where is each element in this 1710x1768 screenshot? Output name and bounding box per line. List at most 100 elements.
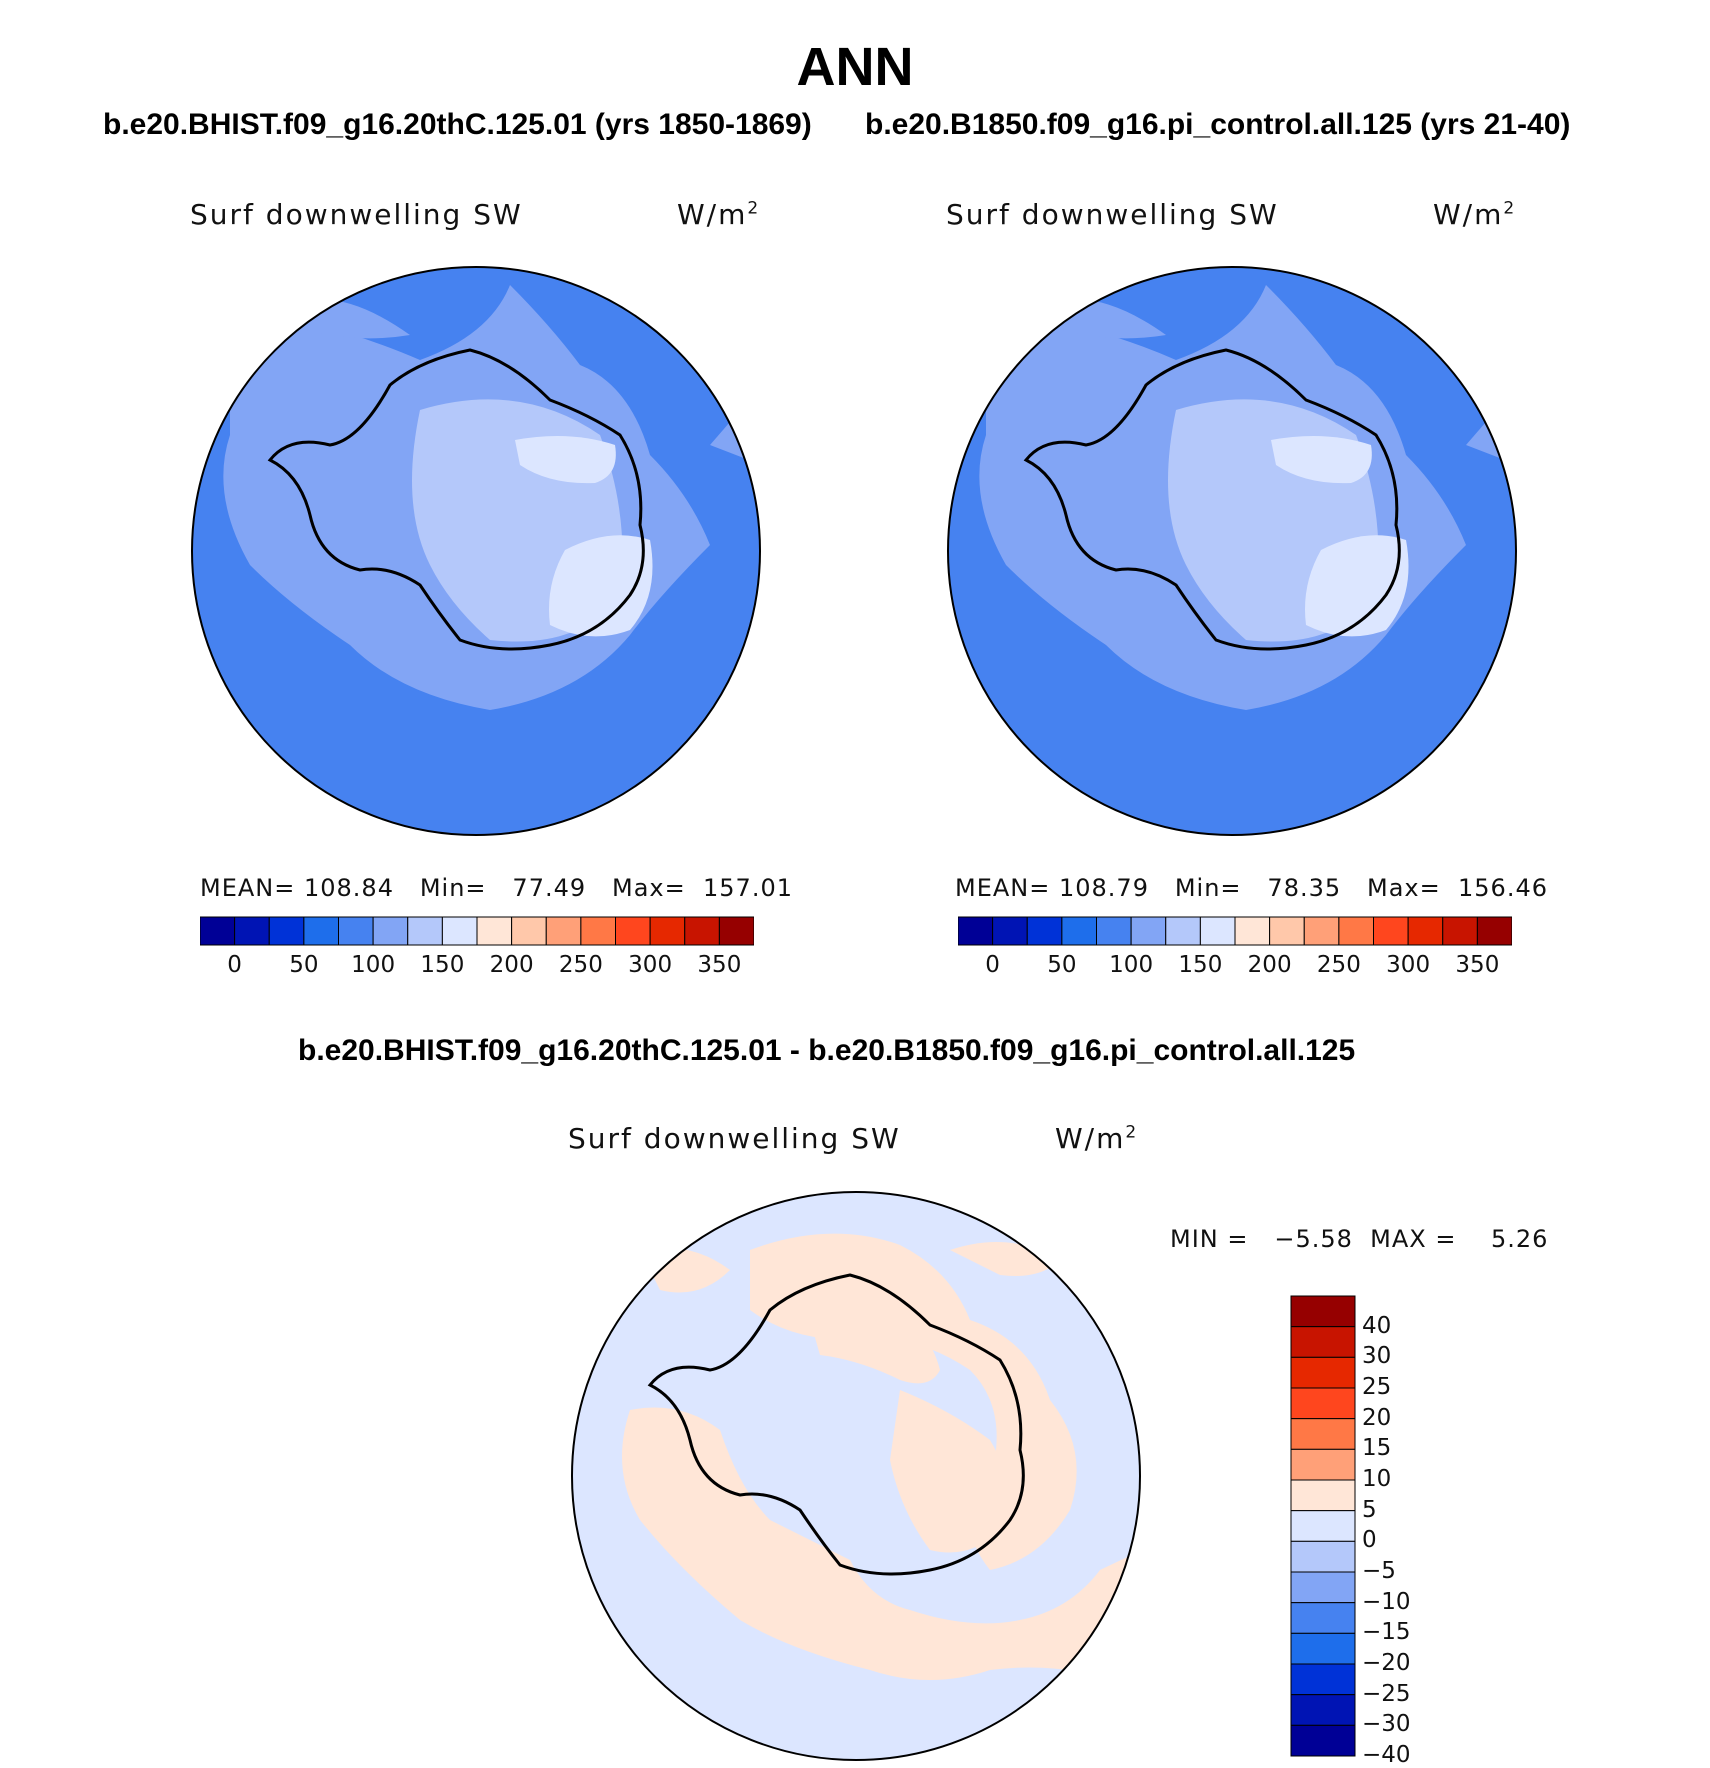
panel2-colorbar-swatch: [1373, 916, 1409, 946]
panel1-colorbar-swatch: [649, 916, 686, 946]
difference-colorbar-swatch: [1290, 1602, 1356, 1634]
panel2-colorbar-swatch: [1061, 916, 1097, 946]
difference-colorbar-tick-label: −10: [1362, 1588, 1411, 1615]
panel3-min-max: MIN = −5.58 MAX = 5.26: [1170, 1225, 1549, 1253]
panel2-colorbar-swatch: [958, 916, 994, 946]
panel1-colorbar-labels: 0 50 100 150 200 250 300 350: [200, 952, 754, 986]
difference-colorbar-tick-label: −30: [1362, 1711, 1411, 1738]
panel3-variable-label: Surf downwelling SW: [568, 1122, 901, 1155]
panel2-colorbar-swatch: [1130, 916, 1167, 946]
difference-colorbar-tick-label: 30: [1362, 1343, 1392, 1370]
panel1-colorbar-tick-label: 150: [420, 952, 465, 978]
panel1-colorbar-swatch: [372, 916, 409, 946]
panel2-colorbar-labels: 0 50 100 150 200 250 300 350: [958, 952, 1512, 986]
difference-colorbar-swatch: [1290, 1418, 1356, 1450]
difference-colorbar-swatch: [1290, 1540, 1356, 1573]
difference-colorbar-swatch: [1290, 1694, 1356, 1726]
panel2-colorbar-tick-label: 200: [1247, 952, 1292, 978]
panel1-colorbar-tick-label: 350: [697, 952, 742, 978]
difference-colorbar-swatch: [1290, 1356, 1356, 1389]
panel1-colorbar-swatch: [234, 916, 270, 946]
difference-colorbar-tick-label: −25: [1362, 1680, 1411, 1707]
panel2-colorbar-tick-label: 350: [1455, 952, 1500, 978]
panel2-units-label: W/m2: [1433, 198, 1517, 231]
panel1-stats: MEAN= 108.84 Min= 77.49 Max= 157.01: [200, 874, 793, 902]
panel1-colorbar: [200, 916, 754, 946]
panel2-colorbar-tick-label: 300: [1386, 952, 1431, 978]
panel1-colorbar-swatch: [684, 916, 720, 946]
panel2-colorbar-swatch: [1165, 916, 1201, 946]
panel1-colorbar-swatch: [476, 916, 513, 946]
panel1-colorbar-swatch: [615, 916, 651, 946]
panel2-colorbar-tick-label: 150: [1178, 952, 1223, 978]
right-case-title: b.e20.B1850.f09_g16.pi_control.all.125 (…: [865, 108, 1571, 141]
panel1-colorbar-tick-label: 100: [351, 952, 396, 978]
panel1-colorbar-swatch: [200, 916, 236, 946]
panel1-colorbar-swatch: [441, 916, 478, 946]
panel1-colorbar-swatch: [268, 916, 305, 946]
panel1-colorbar-swatch: [407, 916, 443, 946]
panel1-colorbar-tick-label: 300: [628, 952, 673, 978]
difference-colorbar-tick-label: 5: [1362, 1496, 1377, 1523]
panel1-colorbar-swatch: [545, 916, 582, 946]
panel2-colorbar-swatch: [1234, 916, 1271, 946]
panel1-units-label: W/m2: [677, 198, 761, 231]
panel1-colorbar-swatch: [511, 916, 547, 946]
panel2-colorbar-swatch: [1338, 916, 1374, 946]
panel1-colorbar-tick-label: 200: [489, 952, 534, 978]
difference-colorbar-swatch: [1290, 1632, 1356, 1665]
difference-colorbar-tick-label: 0: [1362, 1527, 1377, 1554]
difference-colorbar-tick-label: 25: [1362, 1374, 1392, 1400]
difference-colorbar-swatch: [1290, 1663, 1356, 1696]
page-title: ANN: [796, 37, 914, 97]
difference-colorbar-swatch: [1290, 1387, 1356, 1420]
difference-colorbar-swatch: [1290, 1295, 1356, 1328]
difference-title: b.e20.BHIST.f09_g16.20thC.125.01 - b.e20…: [298, 1034, 1356, 1067]
map-20thC-surf-sw: [191, 266, 761, 836]
panel2-colorbar: [958, 916, 1512, 946]
panel1-variable-label: Surf downwelling SW: [190, 198, 523, 231]
map-difference-surf-sw: [571, 1191, 1141, 1761]
difference-colorbar-tick-label: −15: [1362, 1619, 1411, 1646]
difference-colorbar-tick-label: −5: [1362, 1558, 1396, 1584]
difference-colorbar-tick-label: 15: [1362, 1435, 1392, 1462]
panel2-colorbar-swatch: [1096, 916, 1132, 946]
panel1-colorbar-tick-label: 250: [558, 952, 603, 978]
panel1-colorbar-swatch: [303, 916, 339, 946]
panel2-colorbar-swatch: [1476, 916, 1512, 946]
difference-colorbar-swatch: [1290, 1571, 1356, 1604]
difference-colorbar-tick-label: −20: [1362, 1650, 1411, 1676]
panel2-variable-label: Surf downwelling SW: [946, 198, 1279, 231]
panel2-colorbar-swatch: [1269, 916, 1305, 946]
panel2-colorbar-tick-label: 100: [1109, 952, 1154, 978]
difference-colorbar-swatch: [1290, 1724, 1356, 1757]
panel2-colorbar-swatch: [1407, 916, 1444, 946]
panel2-colorbar-swatch: [1026, 916, 1063, 946]
difference-colorbar-swatch: [1290, 1510, 1356, 1542]
difference-colorbar-swatch: [1290, 1326, 1356, 1358]
panel1-colorbar-tick-label: 0: [227, 952, 242, 978]
panel2-colorbar-swatch: [992, 916, 1028, 946]
left-case-title: b.e20.BHIST.f09_g16.20thC.125.01 (yrs 18…: [103, 108, 812, 141]
difference-colorbar-labels: 40 30 25 20 15 10 5 0 −5 −10 −15 −20 −25 −30 −40: [1362, 1295, 1442, 1768]
difference-colorbar: [1290, 1295, 1356, 1757]
difference-colorbar-swatch: [1290, 1448, 1356, 1481]
difference-colorbar-tick-label: 10: [1362, 1466, 1392, 1492]
panel1-colorbar-swatch: [718, 916, 754, 946]
panel2-stats: MEAN= 108.79 Min= 78.35 Max= 156.46: [955, 874, 1548, 902]
panel2-colorbar-tick-label: 0: [985, 952, 1000, 978]
panel1-colorbar-swatch: [580, 916, 616, 946]
panel2-colorbar-swatch: [1303, 916, 1340, 946]
map-picontrol-surf-sw: [947, 266, 1517, 836]
panel2-colorbar-swatch: [1442, 916, 1478, 946]
panel2-colorbar-tick-label: 250: [1316, 952, 1361, 978]
panel1-colorbar-tick-label: 50: [289, 952, 319, 978]
panel2-colorbar-tick-label: 50: [1047, 952, 1077, 978]
difference-colorbar-swatch: [1290, 1479, 1356, 1512]
panel1-colorbar-swatch: [338, 916, 374, 946]
panel2-colorbar-swatch: [1199, 916, 1236, 946]
panel3-units-label: W/m2: [1055, 1122, 1139, 1155]
difference-colorbar-tick-label: 40: [1362, 1312, 1392, 1339]
difference-colorbar-tick-label: 20: [1362, 1404, 1392, 1431]
difference-colorbar-tick-label: −40: [1362, 1742, 1411, 1768]
